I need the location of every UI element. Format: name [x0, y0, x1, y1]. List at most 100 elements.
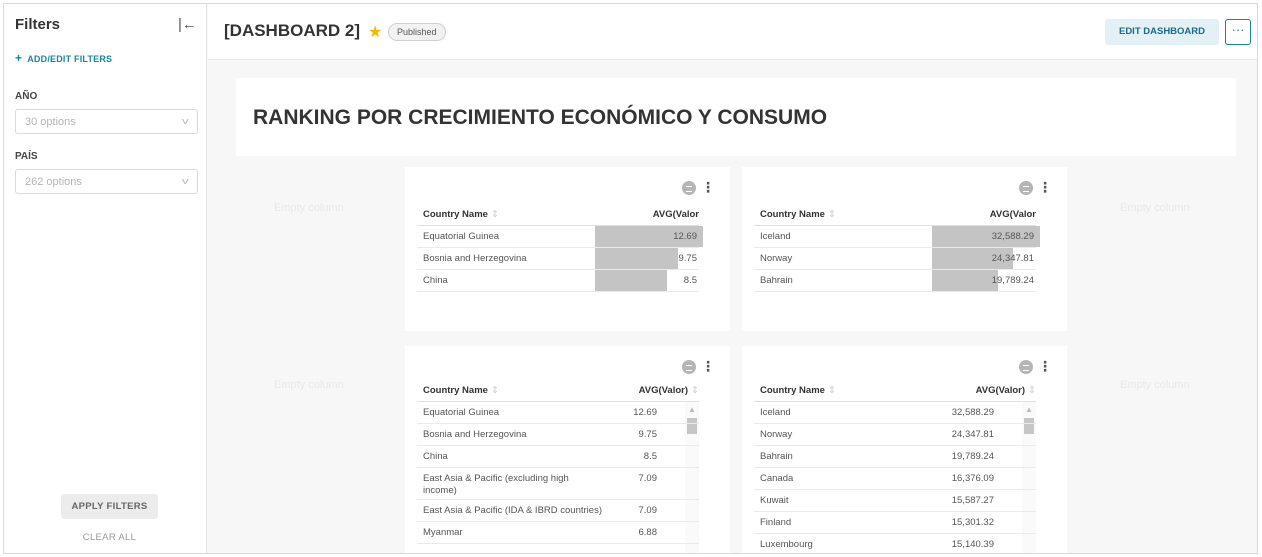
add-edit-filters-label: ADD/EDIT FILTERS — [27, 54, 113, 64]
filter-icon[interactable] — [682, 359, 696, 374]
edit-dashboard-button[interactable]: EDIT DASHBOARD — [1105, 19, 1219, 45]
table-header: Country Name ⇕ AVG(Valor — [417, 204, 699, 226]
filters-title: Filters — [15, 16, 61, 33]
filter-icon[interactable] — [1019, 180, 1033, 195]
table-row: Bahrain 19,789.24 — [754, 446, 1036, 468]
column-header-value[interactable]: AVG(Valor — [652, 209, 699, 220]
value-bar — [932, 248, 1013, 269]
table-row: Luxembourg 15,140.39 — [754, 534, 1036, 553]
column-header-label: Country Name — [423, 385, 488, 396]
table-scrollbar[interactable]: ▲ — [685, 402, 699, 553]
country-name: Equatorial Guinea — [423, 231, 500, 242]
empty-column-placeholder: Empty column — [1120, 379, 1190, 391]
chevron-down-icon: v — [181, 176, 189, 186]
filter-icon[interactable] — [682, 180, 696, 195]
plus-icon: + — [15, 51, 23, 65]
table-row: Norway 24,347.81 — [754, 248, 1036, 270]
value-bar — [932, 270, 998, 291]
value-bar — [595, 226, 703, 247]
value-cell: 32,588.29 — [991, 231, 1034, 242]
column-header-label: Country Name — [423, 209, 488, 220]
scroll-up-icon[interactable]: ▲ — [688, 405, 696, 414]
dashboard-header: [DASHBOARD 2] ★ Published EDIT DASHBOARD… — [208, 4, 1257, 60]
table-row: Kuwait 15,587.27 — [754, 490, 1036, 512]
country-name: China — [423, 451, 448, 462]
filter-icon[interactable] — [1019, 359, 1033, 374]
favorite-star-icon[interactable]: ★ — [368, 24, 383, 41]
column-header-label: AVG(Valor) — [975, 385, 1026, 396]
value-cell: 32,588.29 — [951, 407, 994, 418]
filter-select-ano[interactable]: 30 options v — [15, 109, 198, 134]
value-cell: 19,789.24 — [991, 275, 1034, 286]
value-cell: 12.69 — [633, 407, 657, 418]
apply-filters-button[interactable]: APPLY FILTERS — [61, 494, 158, 519]
card-controls: ⋮ — [682, 179, 715, 197]
sort-icon: ⇕ — [490, 385, 499, 396]
value-cell: 24,347.81 — [951, 429, 994, 440]
app-window: Filters |← + ADD/EDIT FILTERS AÑO 30 opti… — [3, 3, 1258, 554]
table-row: East Asia & Pacific (IDA & IBRD countrie… — [417, 500, 699, 522]
value-bar — [595, 248, 678, 269]
scrollbar-thumb[interactable] — [687, 418, 697, 434]
sort-icon: ⇕ — [827, 209, 836, 220]
column-header-country[interactable]: Country Name ⇕ — [760, 209, 836, 220]
filter-select-placeholder: 30 options — [25, 116, 76, 128]
bar-table: Country Name ⇕ AVG(Valor Iceland 32,588.29… — [754, 204, 1040, 292]
country-name: Kuwait — [760, 495, 789, 506]
kebab-menu-icon[interactable]: ⋮ — [1038, 358, 1052, 375]
table-row: Equatorial Guinea 12.69 — [417, 402, 699, 424]
filter-select-pais[interactable]: 262 options v — [15, 169, 198, 194]
kebab-menu-icon[interactable]: ⋮ — [701, 358, 715, 375]
country-name: Norway — [760, 253, 793, 264]
country-name: Bosnia and Herzegovina — [423, 429, 527, 440]
table-row: Iceland 32,588.29 — [754, 402, 1036, 424]
add-edit-filters-link[interactable]: + ADD/EDIT FILTERS — [15, 51, 112, 65]
table-row: Iceland 32,588.29 — [754, 226, 1040, 248]
table-row: Norway 24,347.81 — [754, 424, 1036, 446]
data-table: Country Name ⇕ AVG(Valor) ⇕ ▲ Iceland 32,58… — [754, 380, 1036, 553]
country-name: Bahrain — [760, 275, 793, 286]
value-bar — [932, 226, 1040, 247]
value-cell: 15,140.39 — [951, 539, 994, 550]
column-header-label: Country Name — [760, 209, 825, 220]
column-header-country[interactable]: Country Name ⇕ — [423, 209, 499, 220]
country-name: Iceland — [760, 231, 791, 242]
table-header: Country Name ⇕ AVG(Valor — [754, 204, 1036, 226]
kebab-menu-icon[interactable]: ⋮ — [701, 179, 715, 196]
column-header-value[interactable]: AVG(Valor) ⇕ — [639, 385, 699, 396]
column-header-value[interactable]: AVG(Valor — [989, 209, 1036, 220]
country-name: Finland — [760, 517, 792, 528]
column-header-country[interactable]: Country Name ⇕ — [760, 385, 836, 396]
country-name: Iceland — [760, 407, 791, 418]
table-row: Myanmar 6.88 — [417, 522, 699, 544]
value-cell: 19,789.24 — [951, 451, 994, 462]
empty-column-placeholder: Empty column — [1120, 202, 1190, 214]
value-cell: 16,376.09 — [951, 473, 994, 484]
chart-card-consumption-bar: ⋮ Country Name ⇕ AVG(Valor Iceland 32,588.… — [742, 167, 1067, 331]
country-name: Equatorial Guinea — [423, 407, 500, 418]
card-controls: ⋮ — [1019, 358, 1052, 376]
more-options-button[interactable]: ··· — [1225, 19, 1251, 45]
kebab-menu-icon[interactable]: ⋮ — [1038, 179, 1052, 196]
table-scrollbar[interactable]: ▲ — [1022, 402, 1036, 553]
sort-icon: ⇕ — [691, 385, 699, 396]
column-header-country[interactable]: Country Name ⇕ — [423, 385, 499, 396]
chart-card-consumption-table: ⋮ Country Name ⇕ AVG(Valor) ⇕ ▲ Iceland 32,… — [742, 346, 1067, 553]
value-cell: 9.75 — [638, 429, 658, 440]
table-row: East Asia & Pacific (excluding high inco… — [417, 468, 699, 500]
clear-all-button[interactable]: CLEAR ALL — [82, 532, 137, 543]
column-header-value[interactable]: AVG(Valor) ⇕ — [976, 385, 1036, 396]
value-cell: 9.75 — [678, 253, 698, 264]
value-cell: 15,301.32 — [951, 517, 994, 528]
column-header-label: Country Name — [760, 385, 825, 396]
filter-select-placeholder: 262 options — [25, 176, 82, 188]
table-row: China 8.5 — [417, 270, 699, 292]
collapse-left-icon[interactable]: |← — [178, 16, 197, 33]
country-name: East Asia & Pacific (excluding high inco… — [423, 473, 569, 496]
scroll-up-icon[interactable]: ▲ — [1025, 405, 1033, 414]
value-cell: 6.88 — [638, 527, 658, 538]
scrollbar-thumb[interactable] — [1024, 418, 1034, 434]
column-header-label: AVG(Valor) — [638, 385, 689, 396]
dashboard-title: [DASHBOARD 2] — [224, 21, 360, 40]
value-cell: 7.09 — [638, 473, 658, 484]
